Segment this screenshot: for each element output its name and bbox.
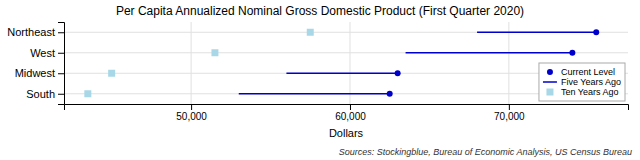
grid-line <box>64 32 628 33</box>
legend-item: Current Level <box>547 67 615 77</box>
title: Per Capita Annualized Nominal Gross Dome… <box>116 4 524 18</box>
grid-line <box>508 22 509 104</box>
grid <box>64 22 628 104</box>
tick-mark <box>350 104 351 110</box>
grid-line <box>64 52 628 53</box>
legend-swatch <box>547 69 553 75</box>
legend-item: Ten Years Ago <box>546 87 618 97</box>
tick: South <box>26 88 64 100</box>
tick-mark <box>58 53 64 54</box>
legend: Current LevelFive Years AgoTen Years Ago <box>539 63 625 101</box>
grid-line <box>349 22 350 104</box>
tick-mark <box>58 73 64 74</box>
square-marker <box>108 70 115 77</box>
tick: Northeast <box>7 26 64 38</box>
tick-mark <box>58 32 64 33</box>
tick-label: Midwest <box>15 67 55 79</box>
dot-marker <box>395 70 401 76</box>
segment <box>406 52 573 54</box>
axis-line <box>65 105 629 111</box>
legend-swatch <box>546 89 553 96</box>
x-axis: 50,000 60,000 70,000 <box>65 104 629 122</box>
segment <box>239 93 390 95</box>
segment <box>477 32 596 34</box>
legend-swatch <box>543 81 557 83</box>
square-marker <box>307 29 314 36</box>
plot-area: 50,000 60,000 70,000 Northeast West Midwest So… <box>7 22 628 122</box>
tick-label: South <box>26 88 55 100</box>
legend-box <box>539 63 625 101</box>
segment <box>286 73 397 75</box>
axis-line <box>58 23 65 105</box>
tick: 50,000 <box>176 104 207 122</box>
tick: West <box>30 47 64 59</box>
tick: 70,000 <box>494 104 525 122</box>
square-marker <box>84 90 91 97</box>
y-axis: Northeast West Midwest South <box>7 23 64 105</box>
tick-label: 70,000 <box>494 111 525 122</box>
legend-item: Five Years Ago <box>543 77 621 87</box>
tick-label: West <box>30 47 55 59</box>
annotation: Sources: Stockingblue, Bureau of Economi… <box>339 147 632 157</box>
tick-mark <box>191 104 192 110</box>
series <box>84 29 313 98</box>
dot-marker <box>569 50 575 56</box>
square-marker <box>211 49 218 56</box>
dot-marker <box>593 29 599 35</box>
tick-mark <box>58 94 64 95</box>
legend-label: Ten Years Ago <box>561 87 619 97</box>
tick: Midwest <box>15 67 64 79</box>
x-axis-title: Dollars <box>329 127 364 139</box>
marks <box>84 29 599 98</box>
dot-marker <box>387 91 393 97</box>
tick-label: 60,000 <box>335 111 366 122</box>
tick-label: 50,000 <box>176 111 207 122</box>
legend-label: Five Years Ago <box>561 77 621 87</box>
chart: 50,000 60,000 70,000 Northeast West Midwest So… <box>0 0 640 160</box>
tick-label: Northeast <box>7 26 55 38</box>
legend-label: Current Level <box>561 67 615 77</box>
grid-line <box>191 22 192 104</box>
tick: 60,000 <box>335 104 366 122</box>
tick-mark <box>509 104 510 110</box>
